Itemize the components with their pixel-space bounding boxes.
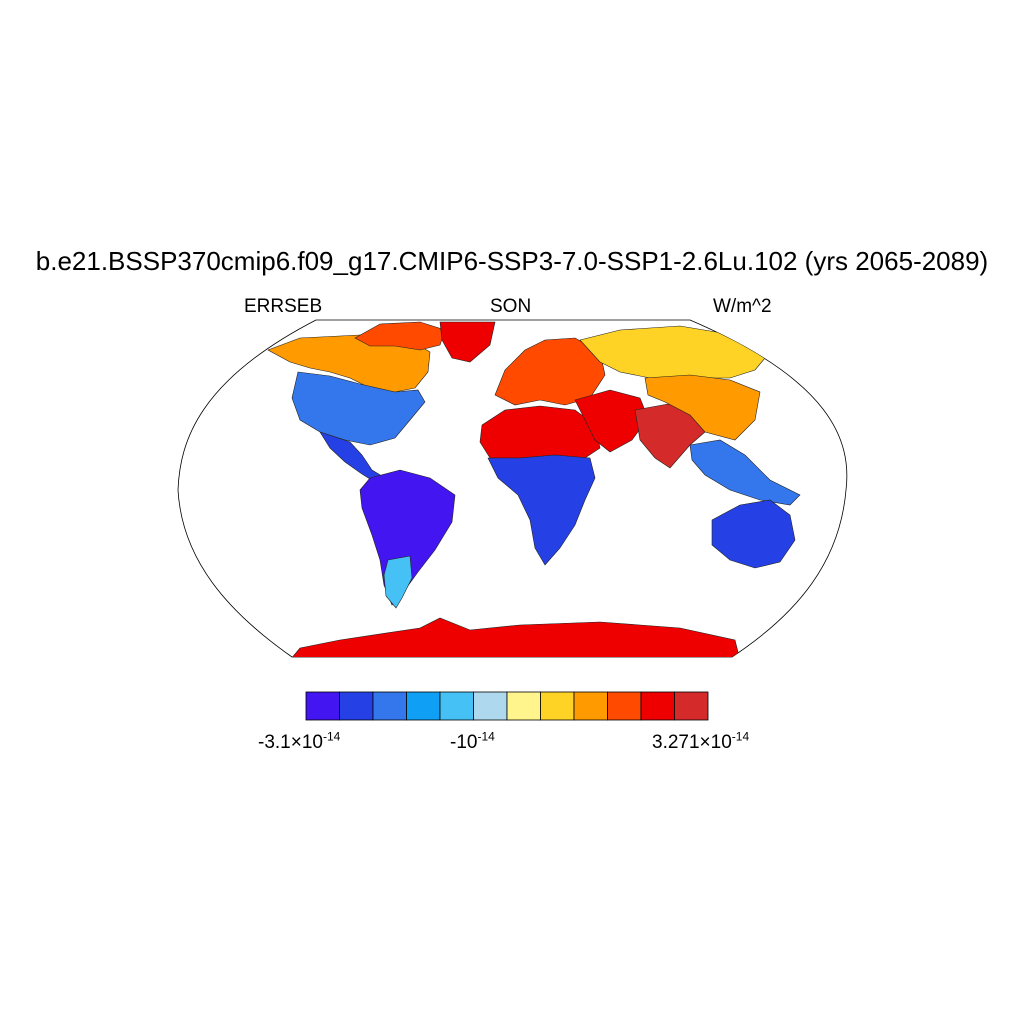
land-china	[644, 374, 761, 441]
colorbar-box-11	[674, 691, 709, 721]
land-russia-siberia	[579, 325, 771, 386]
colorbar-label-min: -3.1×10-14	[258, 729, 341, 753]
land-central-africa	[487, 454, 596, 566]
season-label: SON	[490, 296, 532, 317]
land-canada-arctic	[354, 321, 446, 351]
land-patagonia	[383, 555, 413, 609]
land-north-america-north	[267, 333, 431, 393]
colorbar-box-7	[540, 691, 575, 721]
land-southeast-asia	[689, 439, 801, 506]
land-australia	[711, 499, 796, 569]
colorbar-box-1	[339, 691, 374, 721]
colorbar-box-5	[473, 691, 508, 721]
land-sahara	[479, 405, 601, 459]
colorbar-box-8	[573, 691, 608, 721]
colorbar-box-3	[406, 691, 441, 721]
variable-label: ERRSEB	[244, 296, 323, 317]
colorbar-label-mid: -10-14	[450, 729, 495, 753]
land-antarctica	[289, 617, 741, 657]
colorbar-box-9	[607, 691, 642, 721]
land-greenland	[439, 321, 496, 363]
colorbar-box-10	[640, 691, 675, 721]
page-title: b.e21.BSSP370cmip6.f09_g17.CMIP6-SSP3-7.…	[35, 246, 989, 276]
colorbar-box-2	[372, 691, 407, 721]
units-label: W/m^2	[713, 296, 772, 317]
colorbar-box-0	[305, 691, 340, 721]
colorbar-box-4	[439, 691, 474, 721]
colorbar-label-max: 3.271×10-14	[652, 729, 750, 753]
land-usa	[291, 371, 426, 446]
colorbar	[305, 691, 709, 721]
colorbar-box-6	[506, 691, 541, 721]
land-middle-east	[574, 389, 649, 453]
